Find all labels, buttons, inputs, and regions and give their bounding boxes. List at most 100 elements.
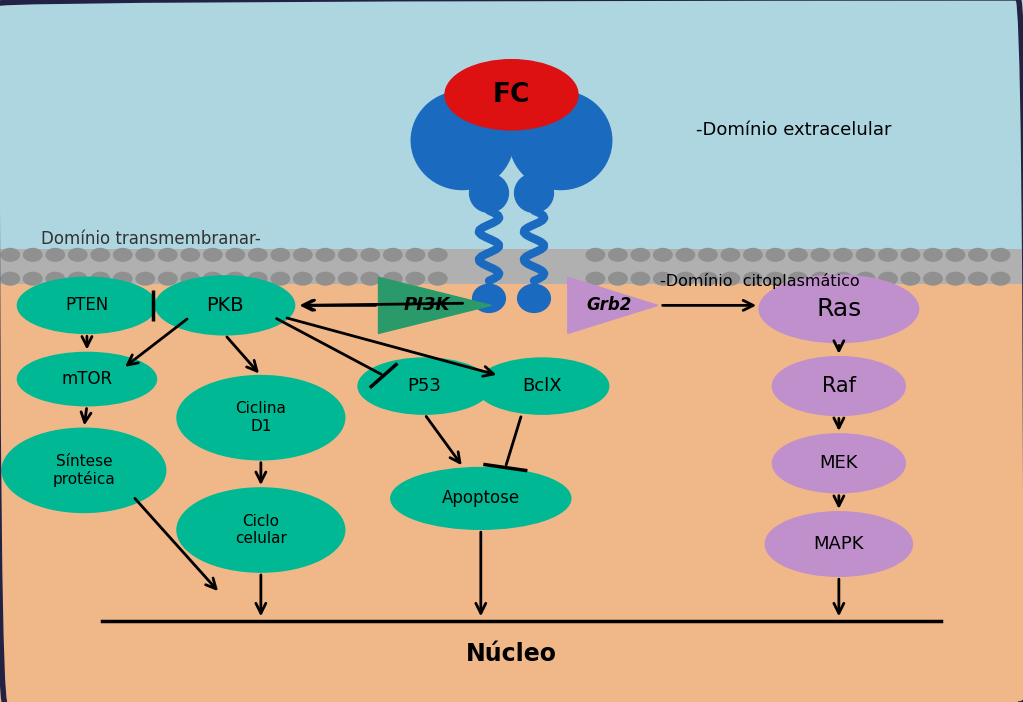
Bar	[0, 284, 1023, 702]
Circle shape	[744, 249, 762, 261]
Circle shape	[856, 249, 875, 261]
Ellipse shape	[470, 173, 508, 212]
Circle shape	[766, 272, 785, 285]
Circle shape	[856, 272, 875, 285]
Text: P53: P53	[407, 377, 442, 395]
Circle shape	[654, 272, 672, 285]
Bar	[0, 249, 1023, 284]
Circle shape	[204, 249, 222, 261]
Circle shape	[339, 249, 357, 261]
Circle shape	[361, 272, 380, 285]
Circle shape	[249, 249, 267, 261]
Circle shape	[946, 249, 965, 261]
Circle shape	[361, 249, 380, 261]
Circle shape	[721, 272, 740, 285]
Ellipse shape	[391, 468, 571, 529]
Text: MAPK: MAPK	[813, 535, 864, 553]
Circle shape	[879, 272, 897, 285]
Circle shape	[744, 272, 762, 285]
Circle shape	[91, 249, 109, 261]
Circle shape	[384, 272, 402, 285]
Text: PI3K: PI3K	[403, 296, 450, 314]
Circle shape	[946, 272, 965, 285]
Circle shape	[766, 249, 785, 261]
Circle shape	[24, 249, 42, 261]
Circle shape	[969, 249, 987, 261]
Circle shape	[159, 249, 177, 261]
Circle shape	[879, 249, 897, 261]
Polygon shape	[379, 277, 491, 333]
Circle shape	[699, 272, 717, 285]
Text: Apoptose: Apoptose	[442, 489, 520, 508]
Circle shape	[46, 249, 64, 261]
Ellipse shape	[772, 434, 905, 493]
Circle shape	[631, 249, 650, 261]
Circle shape	[159, 272, 177, 285]
Circle shape	[136, 272, 154, 285]
Ellipse shape	[2, 428, 166, 512]
Circle shape	[991, 272, 1010, 285]
Circle shape	[811, 249, 830, 261]
Circle shape	[69, 249, 87, 261]
Circle shape	[46, 272, 64, 285]
Text: -Domínio  citoplasmático: -Domínio citoplasmático	[660, 273, 859, 289]
Circle shape	[271, 249, 290, 261]
Circle shape	[721, 249, 740, 261]
Circle shape	[24, 272, 42, 285]
Text: Ciclo
celular: Ciclo celular	[235, 514, 286, 546]
Circle shape	[204, 272, 222, 285]
Circle shape	[429, 272, 447, 285]
Circle shape	[316, 249, 335, 261]
Text: FC: FC	[493, 81, 530, 108]
Ellipse shape	[476, 358, 609, 414]
Bar	[0, 0, 1023, 249]
Circle shape	[294, 249, 312, 261]
Circle shape	[654, 249, 672, 261]
Text: BclX: BclX	[523, 377, 562, 395]
Text: Ciclina
D1: Ciclina D1	[235, 402, 286, 434]
Circle shape	[429, 249, 447, 261]
Ellipse shape	[765, 512, 913, 576]
Circle shape	[1, 249, 19, 261]
Circle shape	[969, 272, 987, 285]
Circle shape	[181, 272, 199, 285]
Circle shape	[676, 272, 695, 285]
Text: Núcleo: Núcleo	[466, 642, 557, 666]
Ellipse shape	[515, 173, 553, 212]
Ellipse shape	[177, 376, 345, 460]
Circle shape	[789, 272, 807, 285]
Ellipse shape	[518, 284, 550, 312]
Ellipse shape	[358, 358, 491, 414]
Circle shape	[811, 272, 830, 285]
Ellipse shape	[17, 277, 157, 333]
Text: mTOR: mTOR	[61, 370, 113, 388]
Circle shape	[294, 272, 312, 285]
Circle shape	[924, 272, 942, 285]
Circle shape	[249, 272, 267, 285]
Circle shape	[271, 272, 290, 285]
Ellipse shape	[17, 352, 157, 406]
Ellipse shape	[177, 488, 345, 572]
Circle shape	[226, 272, 244, 285]
Circle shape	[406, 272, 425, 285]
Text: Ras: Ras	[816, 297, 861, 321]
Circle shape	[586, 272, 605, 285]
Text: Raf: Raf	[821, 376, 856, 396]
Text: -Domínio extracelular: -Domínio extracelular	[696, 121, 891, 139]
Circle shape	[609, 272, 627, 285]
Text: PTEN: PTEN	[65, 296, 108, 314]
Text: MEK: MEK	[819, 454, 858, 472]
Ellipse shape	[473, 284, 505, 312]
Circle shape	[924, 249, 942, 261]
Circle shape	[114, 272, 132, 285]
Circle shape	[834, 272, 852, 285]
Text: Grb2: Grb2	[586, 296, 631, 314]
Ellipse shape	[772, 357, 905, 416]
Circle shape	[901, 249, 920, 261]
Circle shape	[586, 249, 605, 261]
Circle shape	[1, 272, 19, 285]
Circle shape	[901, 272, 920, 285]
Ellipse shape	[509, 91, 612, 190]
Polygon shape	[568, 277, 658, 333]
Circle shape	[834, 249, 852, 261]
